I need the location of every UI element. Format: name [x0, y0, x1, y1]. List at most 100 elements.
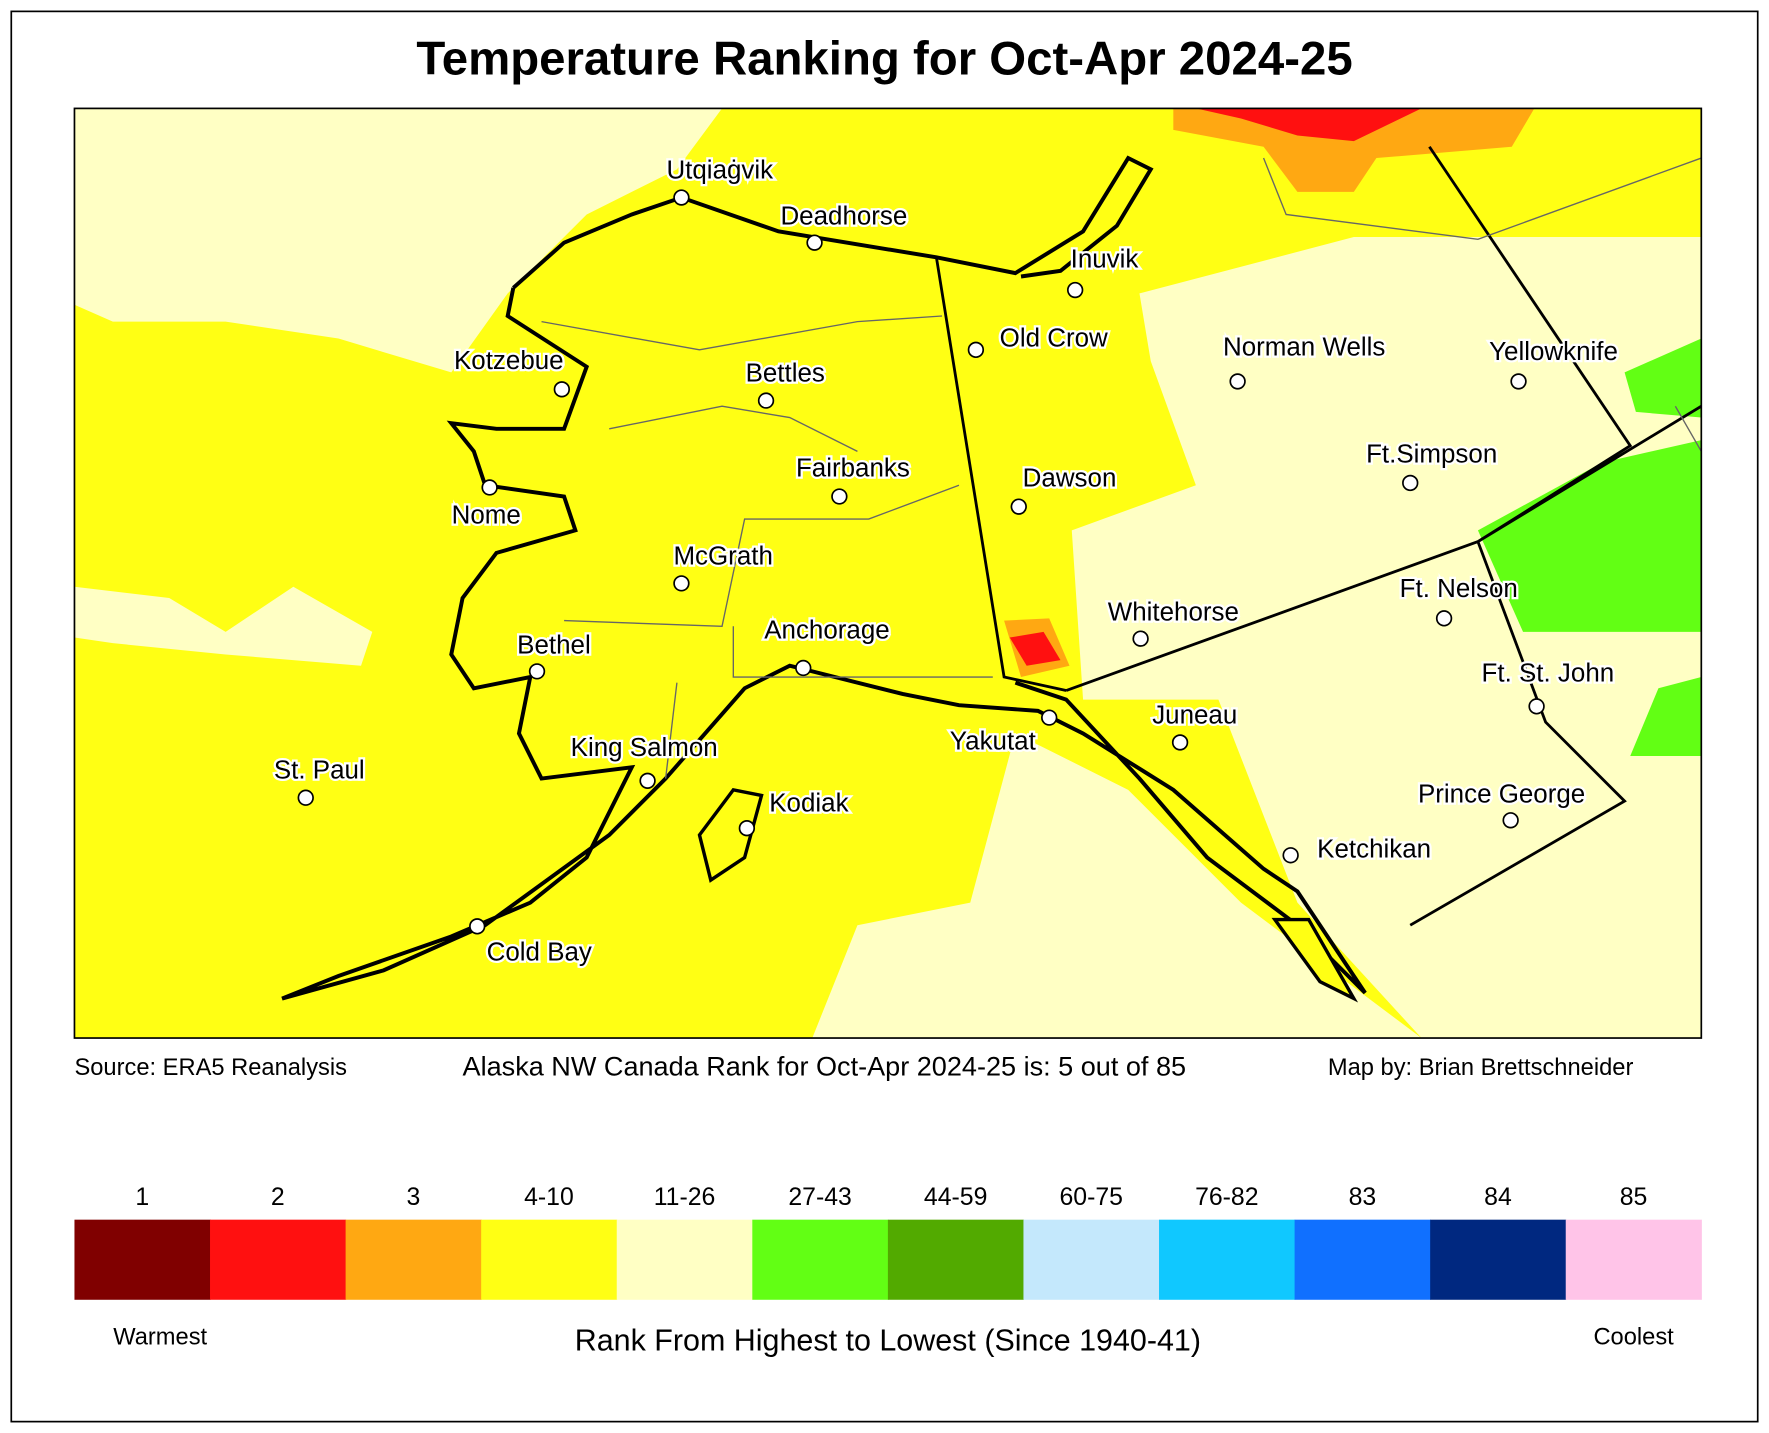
city-dot	[1510, 373, 1527, 390]
city-label: Yakutat	[950, 727, 1037, 755]
city-dot	[553, 381, 571, 398]
credit: Map by: Brian Brettschneider	[1328, 1055, 1634, 1081]
boundaries	[541, 157, 1702, 779]
city-label: Fairbanks	[796, 454, 910, 482]
legend-warm-label: Warmest	[113, 1324, 207, 1350]
city-label: Anchorage	[764, 617, 889, 645]
legend-label: 11-26	[654, 1184, 716, 1211]
legend-swatch	[345, 1219, 482, 1300]
city-label: Kodiak	[769, 789, 848, 817]
city-label: Dawson	[1023, 464, 1117, 492]
legend-swatch	[1294, 1219, 1431, 1300]
city-label: Kotzebue	[454, 347, 564, 375]
city-dot	[831, 488, 848, 505]
legend-swatch	[481, 1219, 618, 1300]
city-label: Ketchikan	[1317, 836, 1431, 864]
city-dot	[469, 918, 486, 935]
legend-label: 76-82	[1195, 1184, 1258, 1211]
legend-swatch	[1159, 1219, 1296, 1300]
city-dot	[757, 392, 775, 409]
legend-cool-label: Coolest	[1593, 1324, 1674, 1350]
region-light	[812, 733, 1422, 1039]
city-label: Old Crow	[1000, 325, 1108, 353]
region-green	[1630, 677, 1702, 756]
city-dot	[639, 772, 656, 789]
legend: 1 2 3 4-10 11-26 27-43 44-59 60-75 76-82 83 84 85	[74, 1184, 1702, 1300]
region-light	[74, 586, 373, 666]
legend-swatch	[74, 1219, 211, 1300]
city-dot	[481, 479, 498, 496]
legend-swatch	[210, 1219, 347, 1300]
city-dot	[1528, 698, 1545, 715]
city-dot	[528, 663, 546, 680]
legend-label: 83	[1349, 1184, 1377, 1211]
city-label: Ft. Nelson	[1400, 575, 1518, 603]
legend-label: 60-75	[1060, 1184, 1123, 1211]
city-dot	[1066, 281, 1084, 299]
map-title: Temperature Ranking for Oct-Apr 2024-25	[416, 33, 1352, 86]
legend-swatch	[887, 1219, 1025, 1300]
city-label: Yellowknife	[1489, 338, 1618, 366]
legend-swatch	[1023, 1219, 1160, 1300]
region-green	[1477, 440, 1702, 632]
city-label: Nome	[452, 502, 521, 530]
region-orange	[1173, 108, 1535, 192]
legend-label: 85	[1620, 1184, 1648, 1211]
city-label: Bettles	[746, 360, 825, 388]
city-label: Ft.Simpson	[1366, 441, 1497, 469]
city-dot	[297, 789, 314, 806]
legend-caption: Rank From Highest to Lowest (Since 1940-…	[575, 1324, 1201, 1358]
city-dot	[967, 341, 985, 359]
city-label: St. Paul	[274, 757, 365, 785]
city-label: Deadhorse	[780, 203, 907, 231]
city-dot	[673, 189, 690, 206]
city-dot	[1041, 709, 1058, 726]
city-dot	[1132, 630, 1149, 647]
city-label: Inuvik	[1071, 246, 1139, 274]
city-label: McGrath	[673, 542, 772, 570]
legend-swatch	[752, 1219, 889, 1300]
city-dot	[1171, 734, 1189, 751]
region-light	[74, 108, 723, 373]
region-red	[1195, 108, 1422, 142]
city-dot	[795, 659, 812, 677]
legend-swatch	[1430, 1219, 1567, 1300]
legend-label: 27-43	[788, 1184, 851, 1211]
legend-label: 3	[406, 1184, 420, 1211]
city-dot	[806, 234, 823, 251]
city-dot	[1010, 498, 1027, 515]
legend-label: 2	[271, 1184, 285, 1211]
city-label: Ft. St. John	[1482, 660, 1615, 688]
city-label: King Salmon	[571, 734, 718, 762]
city-dot	[673, 575, 690, 592]
legend-label: 84	[1484, 1184, 1512, 1211]
city-label: Prince George	[1418, 780, 1585, 808]
map-frame	[73, 107, 1703, 1039]
rank-text: Alaska NW Canada Rank for Oct-Apr 2024-2…	[463, 1051, 1187, 1082]
city-label: Utqiaġvik	[666, 156, 773, 184]
source: Source: ERA5 Reanalysis	[74, 1055, 347, 1081]
legend-label: 44-59	[924, 1184, 987, 1211]
legend-label: 4-10	[524, 1184, 574, 1211]
city-dot	[1229, 373, 1246, 390]
city-label: Bethel	[517, 631, 591, 659]
city-label: Whitehorse	[1108, 599, 1239, 627]
region-green	[1624, 338, 1702, 418]
city-dot	[1402, 474, 1419, 492]
city-dot	[1282, 847, 1299, 864]
city-dot	[1502, 812, 1519, 829]
borders	[935, 145, 1702, 927]
city-dot	[1435, 610, 1453, 627]
legend-swatch	[616, 1219, 753, 1300]
legend-swatch	[1565, 1219, 1702, 1300]
city-label: Norman Wells	[1223, 334, 1385, 362]
island	[1271, 917, 1359, 1003]
city-label: Juneau	[1152, 701, 1237, 729]
region-light	[1071, 237, 1702, 1039]
region-red	[1009, 631, 1061, 666]
city-dot	[738, 820, 756, 837]
legend-label: 1	[135, 1184, 149, 1211]
